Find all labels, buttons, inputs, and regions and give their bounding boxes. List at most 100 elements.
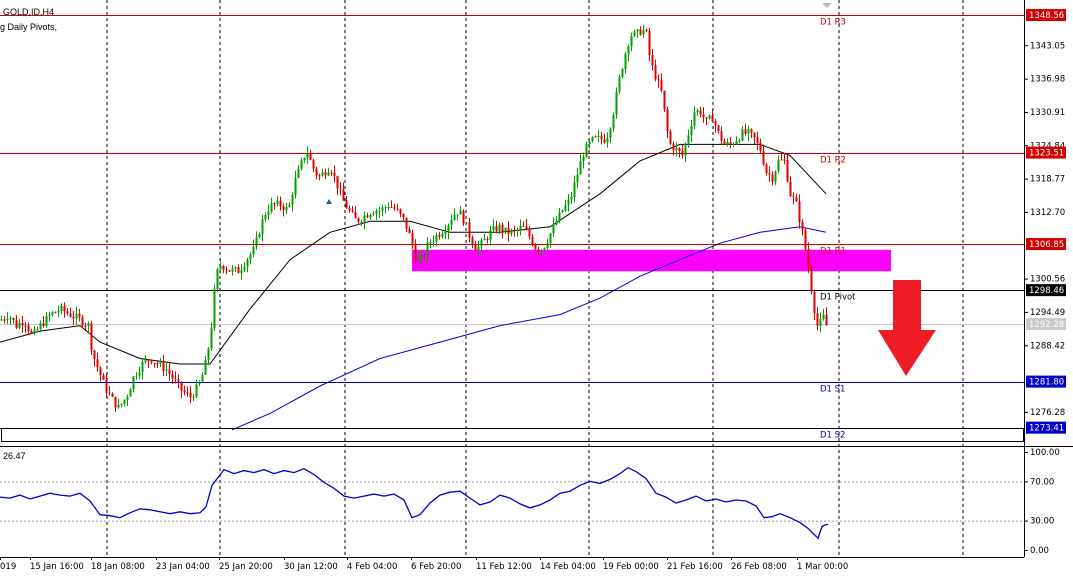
candle-body [54, 312, 57, 314]
candle-body [69, 313, 72, 317]
candle-body [132, 376, 135, 390]
candle-body [312, 159, 315, 169]
candle-body [24, 325, 27, 327]
candle-body [522, 225, 525, 227]
candle-body [138, 372, 141, 376]
time-tick-label: 30 Jan 12:00 [284, 562, 338, 572]
candle-body [351, 210, 354, 212]
candle-body [675, 148, 678, 151]
candle-body [633, 31, 636, 36]
candle-body [111, 393, 114, 397]
candle-body [234, 267, 237, 269]
candle-body [123, 399, 126, 404]
candle-body [678, 148, 681, 151]
candle-body [585, 143, 588, 158]
candle-body [768, 173, 771, 175]
candle-body [120, 403, 123, 406]
candle-body [540, 250, 543, 252]
candle-body [765, 164, 768, 174]
price-tick-label: 1343.05 [1030, 41, 1065, 51]
candle-body [399, 209, 402, 214]
candle-body [9, 318, 12, 320]
candle-body [714, 121, 717, 126]
time-tick-label: 25 Jan 20:00 [219, 562, 273, 572]
candle-body [309, 154, 312, 160]
candle-body [141, 361, 144, 373]
candle-body [186, 392, 189, 394]
candle-body [12, 318, 15, 321]
candle-body [45, 315, 48, 326]
price-badge [1026, 146, 1066, 159]
price-axis: 1343.05 1336.98 1330.91 1324.84 1318.77 1312.… [1024, 9, 1066, 434]
candle-body [681, 151, 684, 156]
candle-body [42, 323, 45, 326]
candle-body [192, 396, 195, 398]
candle-body [708, 115, 711, 119]
candle-body [531, 236, 534, 245]
time-tick-label: 15 Jan 16:00 [30, 562, 84, 572]
oscillator-value-label: 26.47 [3, 451, 26, 461]
oscillator-line [0, 466, 828, 540]
candle-body [618, 77, 621, 92]
candle-body [243, 266, 246, 270]
candle-body [0, 319, 3, 321]
oscillator-axis: 100.00 70.00 30.00 0.00 [1024, 448, 1060, 556]
candle-body [825, 314, 828, 326]
candle-body [150, 361, 153, 363]
price-tick-label: 1276.28 [1030, 408, 1065, 418]
price-tick-label: 1294.49 [1030, 308, 1065, 318]
candle-body [663, 90, 666, 110]
candle-body [525, 226, 528, 230]
candle-body [453, 214, 456, 220]
candle-body [315, 168, 318, 176]
candle-body [699, 110, 702, 115]
time-tick-label: 019 [0, 562, 16, 572]
time-tick-label: 26 Feb 08:00 [731, 562, 787, 572]
candle-body [330, 172, 333, 174]
candle-body [30, 331, 33, 333]
candle-body [345, 200, 348, 209]
candle-body [819, 319, 822, 326]
time-tick-label: 19 Feb 00:00 [603, 562, 659, 572]
candle-body [105, 379, 108, 393]
candle-body [144, 360, 147, 362]
candle-body [78, 313, 81, 318]
time-axis: 019 15 Jan 16:00 18 Jan 08:00 23 Jan 04:00 2… [0, 557, 848, 572]
candle-body [159, 361, 162, 364]
candle-body [822, 314, 825, 320]
price-badge [1026, 238, 1066, 251]
candle-body [753, 132, 756, 138]
candle-body [795, 197, 798, 202]
candle-body [72, 316, 75, 319]
price-badge [1026, 375, 1066, 388]
price-badge [1026, 421, 1066, 434]
candle-body [90, 323, 93, 351]
candle-body [420, 255, 423, 258]
candle-body [717, 125, 720, 132]
candle-body [564, 205, 567, 211]
candle-body [645, 29, 648, 31]
pivot-label: D1 Pivot [820, 293, 856, 303]
price-badge-label: 1323.51 [1029, 149, 1064, 159]
candle-body [393, 207, 396, 209]
candle-body [225, 269, 228, 271]
candle-body [366, 215, 369, 218]
candle-body [798, 201, 801, 222]
candle-body [687, 135, 690, 144]
candle-body [363, 215, 366, 222]
candle-body [696, 110, 699, 113]
candle-body [486, 239, 489, 240]
candle-body [669, 131, 672, 144]
candle-body [729, 142, 732, 145]
candle-body [651, 55, 654, 66]
candle-body [81, 317, 84, 326]
candle-body [804, 229, 807, 250]
candle-body [660, 80, 663, 91]
candle-body [237, 267, 240, 274]
candle-body [705, 117, 708, 119]
candle-body [771, 174, 774, 182]
candle-body [357, 218, 360, 223]
price-badge [1026, 284, 1066, 297]
candle-body [690, 126, 693, 136]
